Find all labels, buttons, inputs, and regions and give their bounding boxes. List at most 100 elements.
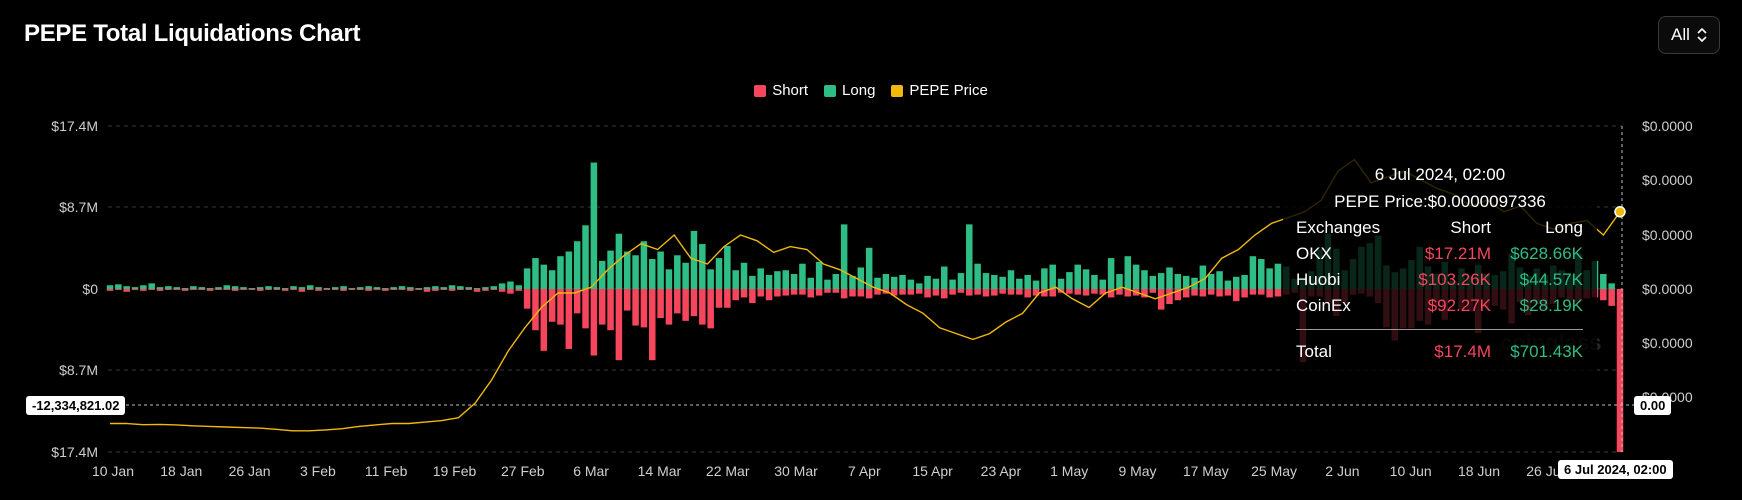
long-bar [1174, 274, 1182, 289]
long-bar [190, 286, 197, 289]
long-bar [732, 270, 739, 289]
short-bar [582, 289, 589, 329]
long-bar [331, 287, 339, 289]
short-bar [865, 289, 873, 299]
short-bar [832, 289, 840, 293]
long-bar [1074, 264, 1081, 289]
legend-item-price[interactable]: PEPE Price [891, 82, 988, 99]
long-bar [1224, 280, 1232, 289]
time-range-select[interactable]: All [1658, 16, 1720, 54]
long-bar [1132, 264, 1140, 289]
short-bar [181, 289, 189, 291]
short-bar [1249, 289, 1257, 295]
long-bar [1066, 272, 1073, 289]
chart-legend: Short Long PEPE Price [0, 82, 1742, 99]
x-tick-label: 26 Jun [1526, 463, 1568, 479]
y-left-tick-label: $0 [82, 281, 98, 297]
legend-label-short: Short [772, 82, 809, 99]
legend-label-long: Long [842, 82, 876, 99]
legend-item-long[interactable]: Long [824, 82, 875, 99]
long-bar [1249, 256, 1257, 289]
legend-item-short[interactable]: Short [754, 82, 808, 99]
short-bar [340, 289, 347, 291]
long-bar [974, 263, 981, 289]
short-bar [1099, 289, 1107, 295]
y-right-tick-label: $0.0000 [1642, 335, 1693, 351]
short-bar [1032, 289, 1040, 296]
long-bar [807, 277, 815, 289]
long-bar [749, 275, 756, 289]
short-bar [1041, 289, 1048, 297]
short-bar [807, 289, 815, 298]
long-bar [148, 283, 155, 289]
short-bar [924, 289, 931, 298]
short-bar [482, 289, 489, 291]
x-tick-label: 1 May [1050, 463, 1088, 479]
short-bar [231, 289, 239, 291]
short-bar [1007, 289, 1015, 295]
x-tick-label: 27 Feb [501, 463, 545, 479]
short-bar [757, 289, 764, 297]
long-bar [640, 241, 648, 289]
long-bar [782, 270, 789, 289]
long-bar [123, 286, 130, 289]
short-bar [273, 289, 281, 290]
short-bar [1199, 289, 1207, 297]
long-bar [523, 268, 531, 289]
long-bar [573, 241, 581, 289]
long-bar [323, 288, 331, 289]
short-bar [824, 289, 831, 293]
x-tick-label: 17 May [1183, 463, 1229, 479]
short-bar [357, 289, 364, 290]
crosshair-right-value: 0.00 [1634, 396, 1672, 415]
long-bar [140, 285, 147, 289]
short-bar [306, 289, 314, 290]
long-bar [131, 287, 139, 289]
time-range-label: All [1671, 25, 1690, 44]
short-bar [1066, 289, 1073, 294]
long-bar [999, 276, 1006, 289]
long-bar [298, 287, 306, 289]
long-bar [315, 287, 322, 289]
long-bar [340, 286, 347, 289]
tooltip-price: PEPE Price:$0.0000097336 [1334, 192, 1546, 211]
legend-swatch-long [824, 84, 837, 97]
long-bar [1107, 258, 1115, 289]
short-bar [949, 289, 956, 295]
x-tick-label: 7 Apr [848, 463, 881, 479]
short-bar [615, 289, 623, 361]
short-bar [941, 289, 948, 299]
long-bar [548, 270, 556, 289]
long-bar [482, 287, 489, 289]
long-bar [857, 267, 865, 289]
y-right-tick-label: $0.0000 [1642, 118, 1693, 134]
long-bar [115, 284, 122, 289]
y-left-tick-label: $17.4M [51, 118, 98, 134]
long-bar [757, 268, 764, 289]
short-bar [473, 289, 481, 292]
y-right-tick-label: $0.0000 [1642, 227, 1693, 243]
short-bar [457, 289, 464, 290]
tooltip-header-row: Exchanges Short Long [1296, 218, 1583, 240]
short-bar [1616, 289, 1624, 452]
short-bar [732, 289, 739, 301]
short-bar [974, 289, 981, 295]
long-bar [882, 274, 890, 289]
short-bar [715, 289, 723, 308]
short-bar [256, 289, 264, 291]
long-bar [507, 281, 514, 289]
short-bar [198, 289, 206, 290]
x-tick-label: 18 Jun [1458, 463, 1500, 479]
short-bar [423, 289, 431, 292]
short-bar [131, 289, 139, 290]
short-bar [1149, 289, 1157, 293]
short-bar [498, 289, 506, 292]
long-bar [815, 261, 823, 289]
long-bar [774, 271, 781, 289]
long-bar [1116, 274, 1123, 289]
legend-swatch-short [754, 84, 767, 97]
short-bar [190, 289, 197, 290]
x-tick-label: 14 Mar [638, 463, 682, 479]
short-bar [840, 289, 848, 299]
tooltip-short-value: $103.26K [1418, 270, 1491, 289]
